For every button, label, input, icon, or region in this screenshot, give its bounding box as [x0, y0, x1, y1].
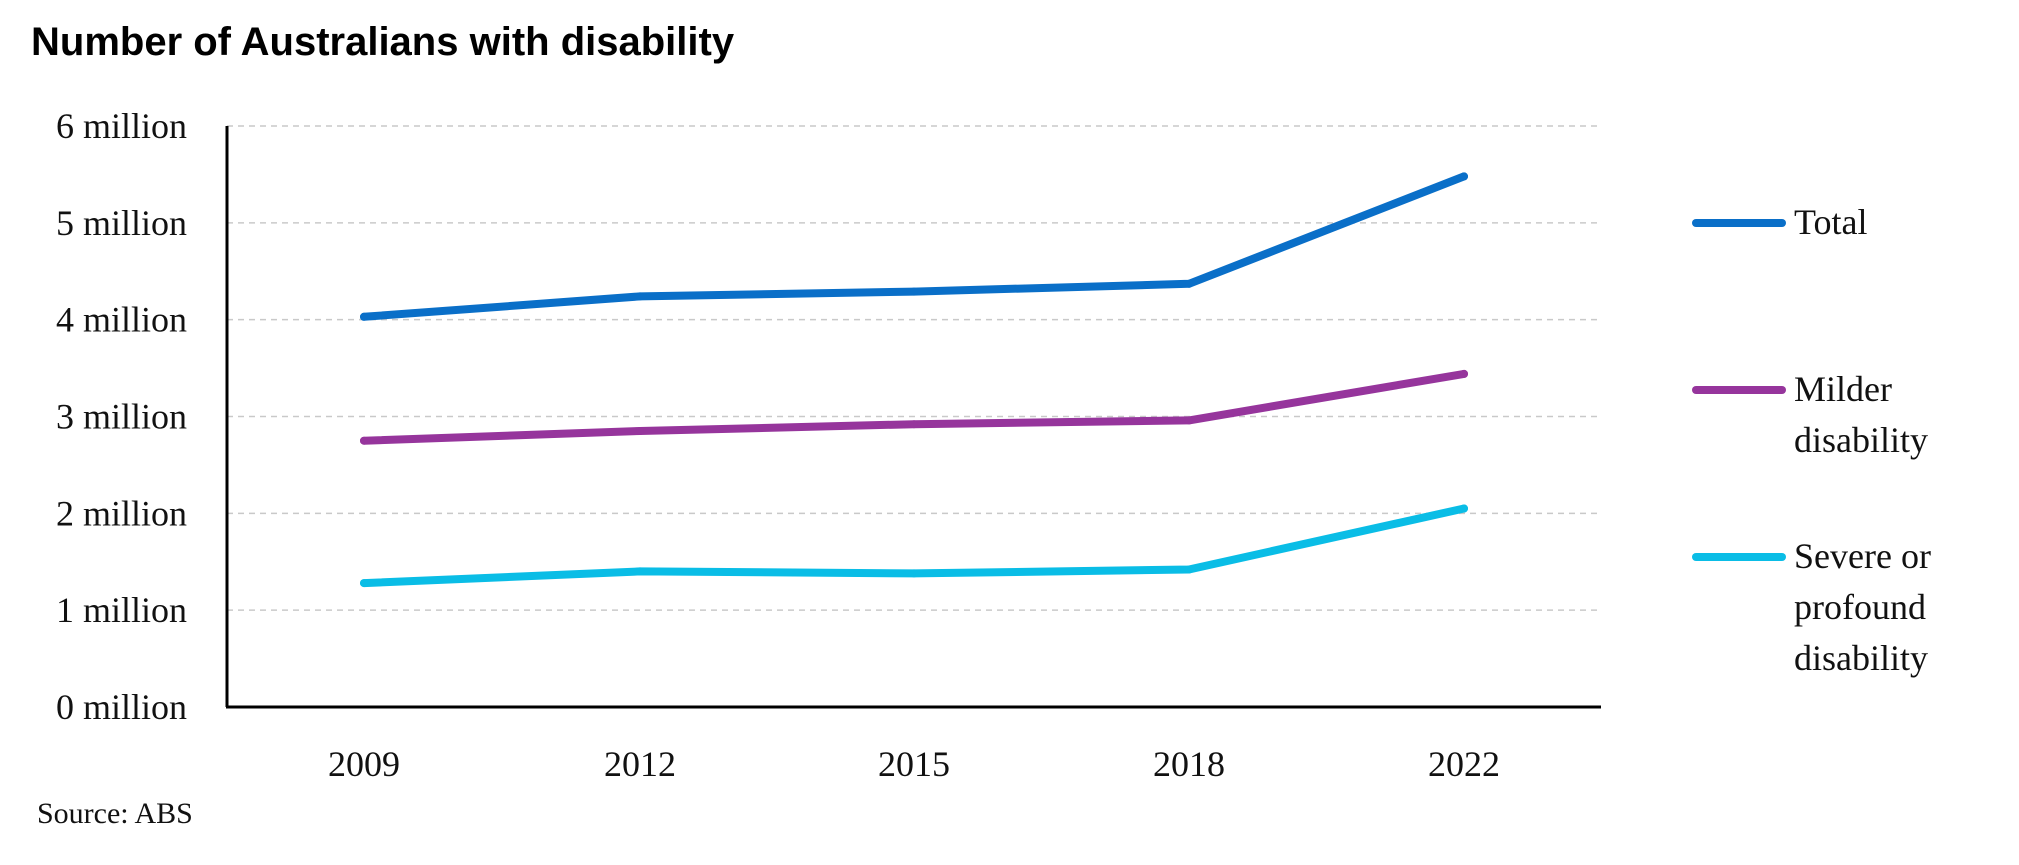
series-line-0 — [360, 172, 1468, 321]
data-point — [1185, 565, 1193, 574]
gridlines — [227, 125, 1601, 611]
x-tick-label: 2018 — [1153, 744, 1225, 784]
data-point — [1185, 279, 1193, 288]
legend-swatch-milder — [1692, 386, 1786, 394]
data-point — [1460, 504, 1468, 513]
x-tick-label: 2009 — [328, 744, 400, 784]
series-lines — [360, 172, 1468, 588]
x-axis-labels: 2009 2012 2015 2018 2022 — [328, 744, 1500, 784]
data-point — [910, 420, 918, 429]
y-tick-label: 0 million — [56, 687, 187, 727]
y-axis-labels: 0 million 1 million 2 million 3 million 4 mi… — [56, 106, 187, 727]
y-tick-label: 4 million — [56, 300, 187, 340]
chart-title: Number of Australians with disability — [31, 20, 735, 64]
legend-label-milder: Milder disability — [1794, 369, 1928, 460]
y-tick-label: 5 million — [56, 203, 187, 243]
y-tick-label: 3 million — [56, 397, 187, 437]
legend-swatch-total — [1692, 219, 1786, 227]
legend-swatch-severe — [1692, 553, 1786, 561]
data-point — [636, 427, 644, 435]
data-point — [1185, 416, 1193, 425]
x-tick-label: 2012 — [604, 744, 676, 784]
y-tick-label: 6 million — [56, 106, 187, 146]
data-point — [636, 567, 644, 576]
legend-label-total: Total — [1794, 202, 1868, 242]
x-tick-label: 2015 — [878, 744, 950, 784]
data-point — [1460, 369, 1468, 378]
source-note: Source: ABS — [37, 797, 193, 830]
data-point — [636, 292, 644, 301]
data-point — [360, 436, 368, 445]
legend-label-severe: Severe or profound disability — [1794, 536, 1931, 678]
series-line-1 — [360, 369, 1468, 445]
y-tick-label: 1 million — [56, 590, 187, 630]
data-point — [910, 569, 918, 578]
data-point — [360, 579, 368, 588]
data-point — [360, 312, 368, 321]
data-point — [910, 287, 918, 296]
x-tick-label: 2022 — [1428, 744, 1500, 784]
data-point — [1460, 172, 1468, 181]
y-tick-label: 2 million — [56, 493, 187, 533]
